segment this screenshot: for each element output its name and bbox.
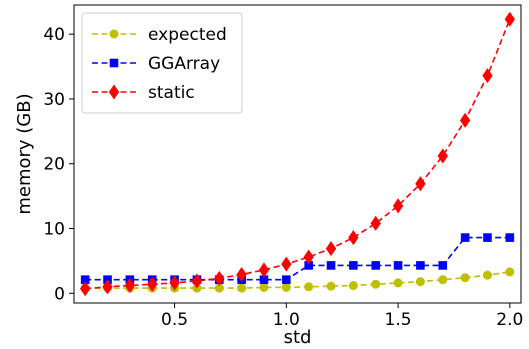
legend-label: GGArray bbox=[148, 54, 220, 74]
data-point bbox=[505, 233, 515, 242]
data-point bbox=[504, 11, 515, 27]
x-tick-label: 1.5 bbox=[385, 310, 412, 330]
data-point bbox=[371, 261, 381, 270]
data-point bbox=[236, 266, 247, 283]
y-tick-label: 40 bbox=[43, 25, 65, 45]
y-tick-label: 0 bbox=[54, 284, 65, 304]
legend-label: static bbox=[148, 83, 195, 103]
legend-item-ggarray: GGArray bbox=[92, 54, 220, 74]
data-point bbox=[482, 270, 492, 280]
x-tick-label: 2.0 bbox=[496, 310, 523, 330]
data-point bbox=[259, 282, 269, 292]
y-axis-label: memory (GB) bbox=[14, 93, 35, 214]
legend-box bbox=[81, 12, 243, 114]
data-point bbox=[258, 262, 270, 278]
data-point bbox=[415, 277, 425, 287]
x-axis-label: std bbox=[284, 327, 312, 348]
series-static bbox=[80, 11, 515, 297]
data-point bbox=[371, 279, 381, 289]
data-point bbox=[281, 256, 292, 272]
data-point bbox=[393, 261, 403, 270]
series-line bbox=[85, 236, 510, 281]
legend-item-static: static bbox=[92, 83, 195, 103]
data-point bbox=[124, 277, 136, 294]
data-point bbox=[214, 270, 225, 286]
data-point bbox=[437, 148, 448, 164]
data-point bbox=[147, 276, 158, 292]
data-point bbox=[459, 112, 471, 128]
plot-frame bbox=[73, 4, 522, 304]
data-point bbox=[438, 275, 448, 285]
data-point bbox=[191, 273, 203, 289]
data-point bbox=[438, 261, 448, 270]
data-point bbox=[393, 278, 403, 288]
legend-marker bbox=[109, 29, 119, 39]
data-point bbox=[348, 281, 358, 291]
legend-label: expected bbox=[148, 25, 227, 45]
data-point bbox=[349, 261, 358, 270]
data-point bbox=[326, 261, 336, 270]
data-point bbox=[281, 282, 291, 292]
ticks-layer: 0.5 1.0 1.5 2.0 0 10 20 30 40 bbox=[43, 25, 523, 330]
data-point bbox=[505, 267, 515, 277]
series-ggarray bbox=[80, 233, 515, 284]
data-point bbox=[460, 233, 470, 242]
data-point bbox=[370, 215, 381, 231]
x-tick-label: 1.0 bbox=[273, 310, 300, 330]
data-point bbox=[326, 281, 336, 291]
y-tick-label: 30 bbox=[43, 90, 65, 110]
data-point bbox=[169, 275, 180, 291]
legend-marker bbox=[108, 84, 120, 100]
y-tick-label: 10 bbox=[43, 220, 65, 240]
legend: expected GGArray static bbox=[81, 12, 243, 114]
y-tick-label: 20 bbox=[43, 155, 65, 175]
x-tick-label: 0.5 bbox=[161, 310, 188, 330]
data-point bbox=[304, 282, 314, 292]
data-point bbox=[282, 275, 291, 284]
data-point bbox=[348, 230, 359, 246]
data-point bbox=[392, 198, 404, 214]
series-layer bbox=[80, 11, 515, 297]
data-point bbox=[482, 68, 493, 84]
legend-item-expected: expected bbox=[92, 25, 227, 45]
data-point bbox=[303, 249, 314, 265]
data-point bbox=[237, 283, 247, 293]
data-point bbox=[325, 241, 337, 257]
data-point bbox=[102, 279, 113, 295]
data-point bbox=[80, 281, 91, 297]
data-point bbox=[416, 261, 425, 270]
data-point bbox=[415, 176, 426, 192]
data-point bbox=[460, 273, 470, 283]
legend-marker bbox=[109, 58, 119, 68]
data-point bbox=[483, 233, 492, 242]
